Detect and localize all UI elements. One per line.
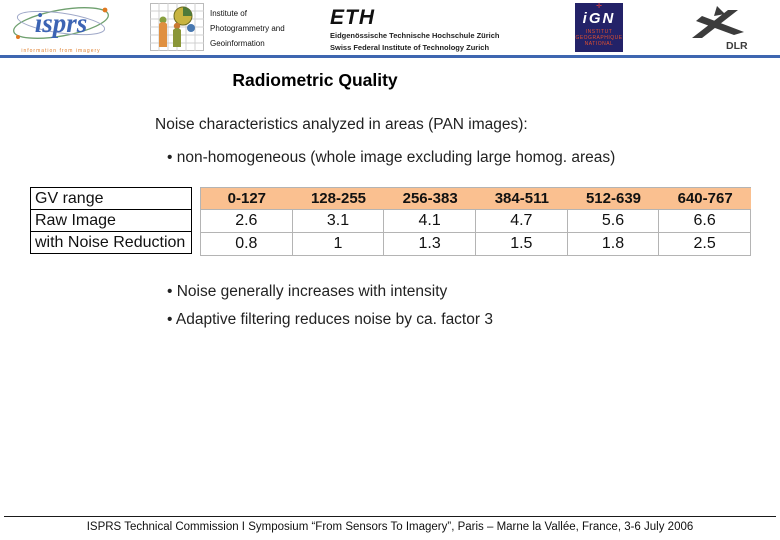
institute-logo-icon [150, 3, 204, 56]
intro-text: Noise characteristics analyzed in areas … [155, 116, 528, 133]
raw-image-value: 5.6 [567, 210, 660, 233]
dlr-wordmark: DLR [726, 40, 748, 52]
ign-sub1: INSTITUT [585, 29, 613, 35]
table-col-header: 512-639 [567, 188, 660, 210]
dlr-logo: DLR [688, 4, 752, 57]
table-col-header: 384-511 [475, 188, 568, 210]
ign-sub3: NATIONAL [584, 41, 614, 47]
noise-reduction-value: 1 [292, 233, 385, 256]
institute-figures-icon [150, 3, 204, 51]
noise-reduction-value: 1.8 [567, 233, 660, 256]
noise-reduction-value: 1.5 [475, 233, 568, 256]
raw-image-value: 6.6 [659, 210, 751, 233]
eth-wordmark: ETH [330, 6, 375, 29]
raw-image-value: 4.7 [475, 210, 568, 233]
eth-name-english: Swiss Federal Institute of Technology Zu… [330, 43, 490, 52]
table-row-label: Raw Image [30, 209, 192, 232]
table-col-header: 256-383 [384, 188, 476, 210]
raw-image-value: 3.1 [292, 210, 385, 233]
institute-line2: Photogrammetry and [210, 24, 285, 33]
noise-table: GV range Raw Image with Noise Reduction … [30, 187, 751, 256]
ign-logo: ✛ iGN INSTITUT GEOGRAPHIQUE NATIONAL [575, 3, 623, 52]
raw-image-value: 2.6 [201, 210, 293, 233]
header-divider [0, 55, 780, 58]
table-col-header: 0-127 [201, 188, 293, 210]
table-label-column: GV range Raw Image with Noise Reduction [30, 187, 192, 254]
table-col-header: 640-767 [659, 188, 751, 210]
bullet-adaptive-filtering: Adaptive filtering reduces noise by ca. … [167, 311, 493, 329]
footer-divider [4, 516, 776, 517]
institute-line3: Geoinformation [210, 39, 265, 48]
table-col-header: 128-255 [292, 188, 385, 210]
table-data-grid: 0-127 128-255 256-383 384-511 512-639 64… [200, 187, 751, 256]
bullet-non-homogeneous: non-homogeneous (whole image excluding l… [167, 149, 616, 167]
eth-name-german: Eidgenössische Technische Hochschule Zür… [330, 31, 500, 40]
ign-sub2: GEOGRAPHIQUE [575, 35, 623, 41]
institute-name: Institute of Photogrammetry and Geoinfor… [210, 6, 285, 51]
bullet-noise-increases: Noise generally increases with intensity [167, 283, 448, 301]
dlr-star-icon: DLR [692, 6, 748, 52]
noise-reduction-value: 1.3 [384, 233, 476, 256]
ign-star-icon: ✛ [596, 3, 602, 10]
isprs-orbit-icon: isprs [13, 7, 109, 39]
isprs-tagline: information from imagery [21, 48, 101, 54]
table-row-label: GV range [30, 187, 192, 210]
page-title: Radiometric Quality [232, 70, 398, 90]
footer-text: ISPRS Technical Commission I Symposium “… [86, 521, 694, 533]
eth-logo: ETH Eidgenössische Technische Hochschule… [330, 6, 500, 54]
isprs-wordmark: isprs [35, 8, 88, 38]
isprs-logo: isprs information from imagery [8, 3, 114, 54]
ign-wordmark: iGN [582, 10, 616, 27]
table-row-label: with Noise Reduction [30, 231, 192, 254]
institute-line1: Institute of [210, 9, 247, 18]
noise-reduction-value: 2.5 [659, 233, 751, 256]
noise-reduction-value: 0.8 [201, 233, 293, 256]
raw-image-value: 4.1 [384, 210, 476, 233]
